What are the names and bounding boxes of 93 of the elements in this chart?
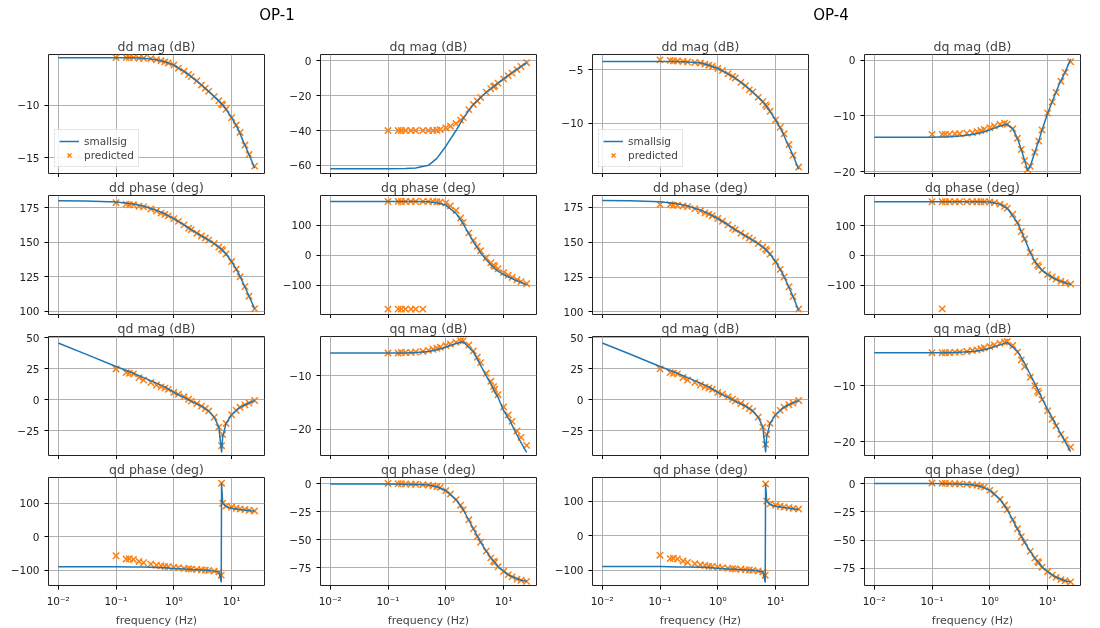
- y-tick-label: −10: [833, 109, 856, 122]
- y-tick-label: −25: [17, 424, 40, 437]
- x-axis-title: frequency (Hz): [387, 613, 470, 627]
- y-tick-label: 0: [848, 477, 856, 490]
- y-tick-label: 125: [19, 270, 40, 283]
- chart-title: dq mag (dB): [389, 39, 468, 54]
- x-tick-label: 10¹: [494, 594, 513, 607]
- y-tick-label: −10: [833, 379, 856, 392]
- x-axis-title: frequency (Hz): [931, 613, 1014, 627]
- y-tick-label: −10: [17, 99, 40, 112]
- y-tick-label: 0: [304, 249, 312, 262]
- y-tick-label: −10: [561, 117, 584, 130]
- y-tick-label: 0: [576, 529, 584, 542]
- y-tick-label: 100: [835, 219, 856, 232]
- y-tick-label: 100: [19, 305, 40, 318]
- x-tick-label: 10⁻¹: [104, 594, 128, 607]
- chart-title: qq phase (deg): [925, 462, 1020, 477]
- x-tick-label: 10¹: [1038, 594, 1057, 607]
- y-tick-label: 0: [848, 54, 856, 67]
- y-tick-label: −50: [289, 533, 312, 546]
- chart-title: dq phase (deg): [381, 180, 476, 195]
- y-tick-label: −100: [554, 564, 584, 576]
- chart-title: qd mag (dB): [661, 321, 740, 336]
- x-tick-label: 10⁰: [709, 594, 727, 607]
- y-tick-label: −50: [833, 534, 856, 547]
- y-tick-label: −10: [289, 369, 312, 382]
- text: OP-1: [259, 5, 295, 26]
- x-tick-label: 10⁻²: [862, 594, 886, 607]
- y-tick-label: 100: [19, 497, 40, 510]
- x-tick-label: 10⁻¹: [648, 594, 672, 607]
- y-tick-label: 50: [26, 331, 40, 344]
- y-tick-label: 50: [570, 331, 584, 344]
- chart-title: qq mag (dB): [389, 321, 468, 336]
- y-tick-label: −20: [833, 165, 856, 178]
- y-tick-label: 100: [291, 219, 312, 232]
- chart-title: qd mag (dB): [117, 321, 196, 336]
- y-tick-label: 25: [570, 362, 584, 375]
- x-tick-label: 10⁻¹: [376, 594, 400, 607]
- y-tick-label: 125: [563, 271, 584, 284]
- chart-title: qd phase (deg): [109, 462, 204, 477]
- y-tick-label: 0: [576, 393, 584, 406]
- legend-label: predicted: [84, 148, 134, 162]
- y-tick-label: −40: [289, 124, 312, 137]
- legend-label: smallsig: [84, 134, 128, 148]
- chart-title: qd phase (deg): [653, 462, 748, 477]
- y-tick-label: −100: [10, 564, 40, 577]
- y-tick-label: −100: [826, 279, 856, 292]
- x-tick-label: 10⁻¹: [920, 594, 944, 607]
- x-tick-label: 10¹: [766, 594, 785, 607]
- x-tick-label: 10⁰: [165, 594, 183, 607]
- y-tick-label: −75: [289, 561, 312, 574]
- x-axis-title: frequency (Hz): [659, 613, 742, 627]
- chart-title: qq mag (dB): [933, 321, 1012, 336]
- chart-title: dd phase (deg): [653, 180, 748, 195]
- chart-title: dq mag (dB): [933, 39, 1012, 54]
- y-tick-label: −20: [289, 89, 312, 102]
- x-tick-label: 10¹: [222, 594, 241, 607]
- y-tick-label: −75: [833, 562, 856, 575]
- y-tick-label: −20: [833, 435, 856, 448]
- y-tick-label: 100: [563, 495, 584, 508]
- x-tick-label: 10⁰: [981, 594, 999, 607]
- x-tick-label: 10⁰: [437, 594, 455, 607]
- chart-title: dd phase (deg): [109, 180, 204, 195]
- y-tick-label: −15: [17, 151, 40, 164]
- y-tick-label: 0: [32, 530, 40, 543]
- legend-label: smallsig: [628, 134, 672, 148]
- y-tick-label: −25: [833, 505, 856, 518]
- y-tick-label: 175: [19, 201, 40, 214]
- chart-title: dq phase (deg): [925, 180, 1020, 195]
- text: OP-4: [813, 5, 849, 26]
- chart-title: dd mag (dB): [117, 39, 196, 54]
- y-tick-label: 0: [848, 249, 856, 262]
- chart-title: dd mag (dB): [661, 39, 740, 54]
- legend-label: predicted: [628, 148, 678, 162]
- y-tick-label: 0: [304, 477, 312, 490]
- y-tick-label: −25: [289, 505, 312, 518]
- y-tick-label: 0: [32, 393, 40, 406]
- y-tick-label: −100: [282, 279, 312, 292]
- y-tick-label: −25: [561, 424, 584, 437]
- y-tick-label: 150: [563, 236, 584, 249]
- y-tick-label: −60: [289, 159, 312, 172]
- x-tick-label: 10⁻²: [318, 594, 342, 607]
- y-tick-label: 150: [19, 236, 40, 249]
- y-tick-label: −5: [568, 63, 584, 76]
- x-axis-title: frequency (Hz): [115, 613, 198, 627]
- chart-title: qq phase (deg): [381, 462, 476, 477]
- y-tick-label: 175: [563, 201, 584, 214]
- y-tick-label: 0: [304, 54, 312, 67]
- y-tick-label: −20: [289, 423, 312, 436]
- y-tick-label: 25: [26, 362, 40, 375]
- x-tick-label: 10⁻²: [46, 594, 70, 607]
- y-tick-label: 100: [563, 305, 584, 318]
- x-tick-label: 10⁻²: [590, 594, 614, 607]
